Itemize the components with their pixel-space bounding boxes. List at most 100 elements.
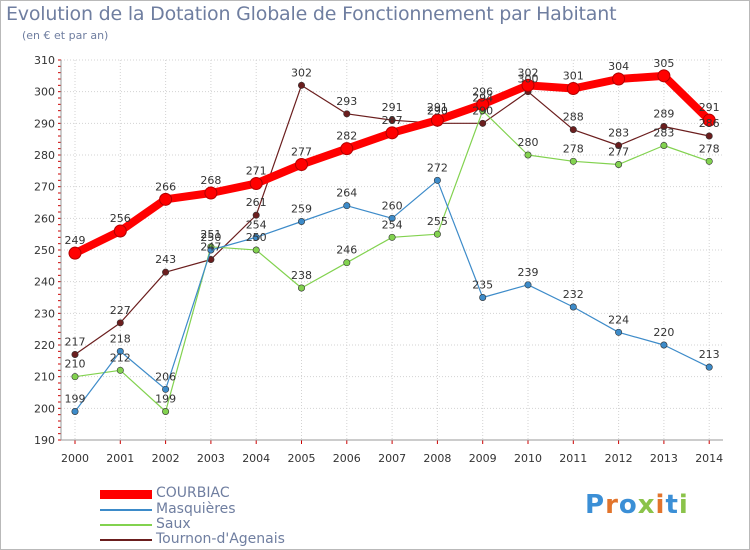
data-label-2: 246 xyxy=(336,244,357,257)
data-label-1: 220 xyxy=(653,326,674,339)
data-label-1: 239 xyxy=(518,266,539,279)
data-label-0: 291 xyxy=(427,101,448,114)
data-label-2: 254 xyxy=(382,218,403,231)
legend-label-courbiac: COURBIAC xyxy=(156,485,230,501)
data-label-3: 261 xyxy=(246,196,267,209)
y-tick-label: 270 xyxy=(34,181,55,194)
data-label-2: 212 xyxy=(110,351,131,364)
x-tick-label: 2001 xyxy=(106,452,134,465)
data-label-2: 238 xyxy=(291,269,312,282)
data-label-2: 278 xyxy=(699,142,720,155)
y-tick-label: 280 xyxy=(34,149,55,162)
data-label-3: 217 xyxy=(65,336,86,349)
data-label-1: 259 xyxy=(291,203,312,216)
data-label-2: 250 xyxy=(246,231,267,244)
data-point-0 xyxy=(159,192,173,206)
data-point-0 xyxy=(204,186,218,200)
data-label-2: 294 xyxy=(472,92,493,105)
data-label-1: 235 xyxy=(472,279,493,292)
data-label-2: 199 xyxy=(155,393,176,406)
data-point-3 xyxy=(116,319,124,327)
data-point-2 xyxy=(252,246,260,254)
x-tick-label: 2012 xyxy=(605,452,633,465)
data-point-2 xyxy=(433,230,441,238)
data-label-0: 296 xyxy=(472,85,493,98)
data-point-3 xyxy=(252,211,260,219)
data-label-1: 272 xyxy=(427,161,448,174)
data-point-0 xyxy=(340,142,354,156)
data-label-3: 289 xyxy=(653,108,674,121)
data-label-0: 271 xyxy=(246,165,267,178)
data-point-0 xyxy=(68,246,82,260)
logo-letter: i xyxy=(655,490,666,520)
data-label-0: 268 xyxy=(200,174,221,187)
logo-letter: x xyxy=(637,490,656,520)
data-point-0 xyxy=(612,72,626,86)
x-tick-label: 2011 xyxy=(559,452,587,465)
data-label-2: 210 xyxy=(65,358,86,371)
chart-title: Evolution de la Dotation Globale de Fonc… xyxy=(6,3,617,25)
data-point-1 xyxy=(388,214,396,222)
data-point-1 xyxy=(479,293,487,301)
x-tick-label: 2004 xyxy=(242,452,270,465)
legend-swatch-masquieres xyxy=(100,509,152,511)
legend-swatch-tournon xyxy=(100,539,152,541)
data-point-2 xyxy=(660,142,668,150)
data-label-0: 291 xyxy=(699,101,720,114)
data-label-1: 260 xyxy=(382,199,403,212)
data-label-3: 247 xyxy=(200,241,221,254)
legend-label-saux: Saux xyxy=(156,516,191,532)
data-label-0: 287 xyxy=(382,114,403,127)
logo-letter: o xyxy=(618,490,638,520)
data-label-3: 290 xyxy=(472,104,493,117)
x-tick-label: 2005 xyxy=(288,452,316,465)
data-point-2 xyxy=(116,366,124,374)
data-point-0 xyxy=(385,126,399,140)
y-tick-label: 240 xyxy=(34,276,55,289)
y-tick-label: 220 xyxy=(34,339,55,352)
data-label-2: 283 xyxy=(653,127,674,140)
y-tick-label: 210 xyxy=(34,371,55,384)
data-point-3 xyxy=(297,81,305,89)
data-label-0: 277 xyxy=(291,146,312,159)
data-label-2: 255 xyxy=(427,215,448,228)
data-point-3 xyxy=(479,119,487,127)
data-point-1 xyxy=(524,281,532,289)
data-point-2 xyxy=(388,233,396,241)
data-label-2: 278 xyxy=(563,142,584,155)
data-label-1: 254 xyxy=(246,218,267,231)
x-tick-label: 2000 xyxy=(61,452,89,465)
data-label-1: 213 xyxy=(699,348,720,361)
x-tick-label: 2013 xyxy=(650,452,678,465)
data-point-2 xyxy=(569,157,577,165)
data-point-1 xyxy=(433,176,441,184)
logo-letter: P xyxy=(585,490,606,520)
data-point-1 xyxy=(297,218,305,226)
data-point-1 xyxy=(660,341,668,349)
data-point-2 xyxy=(343,259,351,267)
data-point-1 xyxy=(116,347,124,355)
data-label-0: 282 xyxy=(336,130,357,143)
data-label-0: 249 xyxy=(65,234,86,247)
logo-letter: r xyxy=(605,490,619,520)
data-label-3: 243 xyxy=(155,253,176,266)
legend-swatch-saux xyxy=(100,524,152,526)
data-label-3: 288 xyxy=(563,111,584,124)
legend-label-tournon: Tournon-d'Agenais xyxy=(156,531,285,547)
data-point-2 xyxy=(71,373,79,381)
data-point-0 xyxy=(657,69,671,83)
legend-swatch-courbiac xyxy=(100,490,152,499)
data-point-0 xyxy=(476,97,490,111)
logo-letter: i xyxy=(678,490,689,520)
data-label-3: 291 xyxy=(382,101,403,114)
data-point-1 xyxy=(162,385,170,393)
data-label-3: 300 xyxy=(518,73,539,86)
data-label-2: 280 xyxy=(518,136,539,149)
data-point-0 xyxy=(113,224,127,238)
data-label-3: 286 xyxy=(699,117,720,130)
data-point-2 xyxy=(615,161,623,169)
data-point-1 xyxy=(252,233,260,241)
data-point-1 xyxy=(705,363,713,371)
data-label-0: 256 xyxy=(110,212,131,225)
legend-label-masquieres: Masquières xyxy=(156,501,236,517)
